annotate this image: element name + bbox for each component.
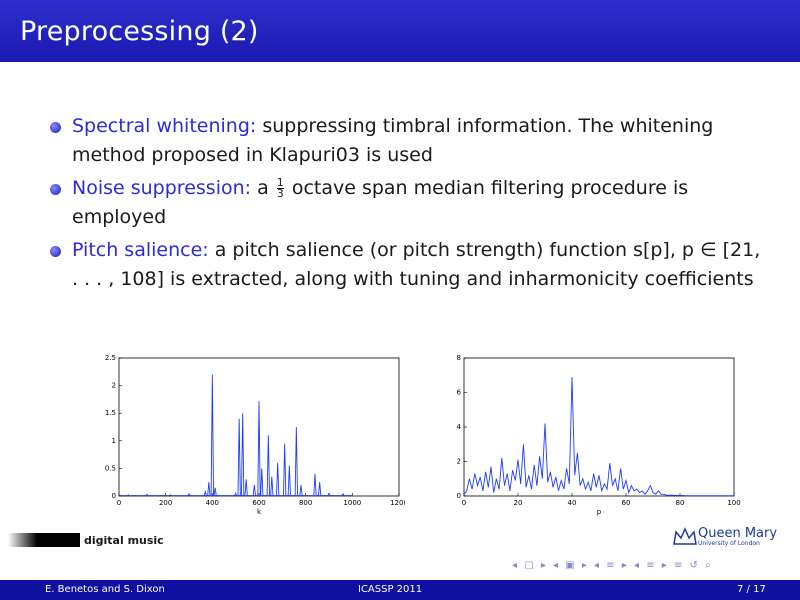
spectrum-peak (210, 374, 214, 497)
spectrum-peak (252, 484, 256, 497)
x-tick-label: 1000 (343, 499, 361, 507)
bullet-term: Noise suppression: (72, 177, 252, 199)
spectrum-peak (234, 492, 238, 497)
slide-title: Preprocessing (2) (20, 16, 259, 47)
spectrum-peak (257, 401, 261, 497)
bullet-pitch-salience: Pitch salience: a pitch salience (or pit… (50, 236, 770, 294)
spectrum-peak (244, 479, 248, 497)
x-tick-label: 60 (622, 499, 631, 507)
x-tick-label: 40 (568, 499, 577, 507)
y-tick-label: 2 (112, 382, 116, 390)
bullet-icon (50, 122, 61, 133)
salience-chart: 0 20 40 60 80 100 0 2 4 6 8 p (440, 352, 750, 526)
bullet-term: Spectral whitening: (72, 115, 257, 137)
y-tick-label: 2 (457, 458, 461, 466)
x-tick-label: 0 (462, 499, 466, 507)
navigation-symbols[interactable]: ◂ ▢ ▸ ◂ ▣ ▸ ◂ ≡ ▸ ◂ ≡ ▸ ≡ ↺ ⌕ (512, 560, 713, 571)
y-tick-label: 1.5 (105, 409, 116, 417)
logo-name: Queen Mary (698, 526, 778, 541)
spectrum-peak (294, 426, 298, 497)
spectrum-peak (260, 468, 264, 497)
spectrum-peak (313, 473, 317, 497)
fraction-numerator: 1 (276, 176, 284, 189)
spectrum-peak (203, 489, 207, 497)
x-tick-label: 0 (117, 499, 121, 507)
spectrum-peak (241, 413, 245, 497)
spectrum-peak (213, 487, 217, 497)
y-tick-label: 0 (112, 492, 116, 500)
footer-venue: ICASSP 2011 (358, 584, 423, 595)
spectrum-peak (207, 482, 211, 497)
bullet-list: Spectral whitening: suppressing timbral … (50, 112, 770, 298)
spectrum-peak (237, 418, 241, 497)
y-tick-label: 1 (112, 437, 116, 445)
y-tick-label: 6 (457, 389, 462, 397)
logo-bar (8, 533, 80, 547)
bullet-icon (50, 184, 61, 195)
x-axis-label: k (257, 508, 262, 516)
spectrum-peak (287, 465, 291, 497)
x-tick-label: 400 (206, 499, 219, 507)
crown-icon (673, 527, 697, 545)
spectrum-peak (266, 435, 270, 497)
logo-text: digital music (84, 533, 164, 547)
logo-subtitle: University of London (698, 540, 760, 547)
spectrum-peak (270, 476, 274, 497)
x-tick-label: 200 (159, 499, 172, 507)
salience-series-line (463, 376, 734, 497)
spectrum-peak (327, 492, 331, 497)
bullet-text-before: a (251, 177, 275, 199)
x-tick-label: 800 (299, 499, 312, 507)
x-tick-label: 80 (676, 499, 685, 507)
y-tick-label: 0.5 (105, 464, 116, 472)
y-tick-label: 4 (457, 423, 462, 431)
spectrum-peak (318, 482, 322, 497)
digital-music-logo: digital music (8, 530, 164, 550)
queen-mary-logo: Queen Mary University of London (672, 526, 777, 548)
y-tick-label: 0 (457, 492, 461, 500)
spectrum-peak (299, 484, 303, 497)
bullet-icon (50, 246, 61, 257)
spectrum-peak (283, 443, 287, 497)
spectrum-peak (276, 462, 280, 497)
x-tick-label: 600 (252, 499, 265, 507)
bullet-term: Pitch salience: (72, 239, 209, 261)
footer-page: 7 / 17 (737, 584, 766, 595)
y-tick-label: 2.5 (105, 354, 116, 362)
footer-bar: E. Benetos and S. Dixon ICASSP 2011 7 / … (0, 580, 800, 600)
x-tick-label: 100 (727, 499, 740, 507)
footer-authors: E. Benetos and S. Dixon (45, 584, 165, 595)
bullet-text-after: octave span median filtering procedure i… (72, 177, 689, 228)
bullet-text: suppressing timbral information. The whi… (72, 115, 714, 166)
salience-chart-svg: 0 20 40 60 80 100 0 2 4 6 8 p (457, 354, 741, 516)
x-tick-label: 20 (514, 499, 523, 507)
fraction-denominator: 3 (276, 187, 284, 200)
bullet-spectral-whitening: Spectral whitening: suppressing timbral … (50, 112, 770, 170)
bullet-text: a pitch salience (or pitch strength) fun… (72, 239, 761, 290)
x-axis-label: p (597, 508, 602, 516)
title-bar: Preprocessing (2) (0, 0, 800, 62)
y-tick-label: 8 (457, 354, 461, 362)
